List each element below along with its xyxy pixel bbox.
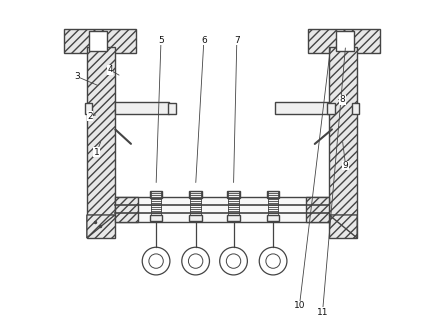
Bar bbox=[352, 103, 359, 114]
Text: 11: 11 bbox=[317, 308, 328, 317]
Bar bbox=[85, 103, 92, 114]
Text: 10: 10 bbox=[294, 301, 305, 310]
Bar bbox=[168, 103, 175, 114]
Bar bbox=[275, 102, 329, 115]
Bar bbox=[267, 191, 279, 198]
Bar bbox=[329, 47, 357, 238]
Text: 9: 9 bbox=[343, 161, 349, 170]
Polygon shape bbox=[87, 215, 115, 238]
Bar bbox=[150, 215, 163, 221]
Bar bbox=[190, 215, 202, 221]
Text: 6: 6 bbox=[201, 36, 207, 45]
Bar bbox=[115, 197, 329, 221]
Bar bbox=[150, 191, 163, 198]
Text: 5: 5 bbox=[158, 36, 164, 45]
Bar bbox=[88, 31, 107, 51]
Bar bbox=[328, 103, 335, 114]
Bar bbox=[87, 47, 115, 238]
Text: 2: 2 bbox=[87, 112, 93, 120]
Bar bbox=[190, 191, 202, 198]
Text: 1: 1 bbox=[94, 148, 99, 157]
Bar bbox=[336, 31, 354, 51]
Bar bbox=[306, 197, 329, 221]
Bar bbox=[308, 29, 380, 53]
Text: 3: 3 bbox=[74, 72, 80, 81]
Bar bbox=[267, 215, 279, 221]
Text: 7: 7 bbox=[234, 36, 240, 45]
Bar bbox=[64, 29, 136, 53]
Bar bbox=[227, 191, 240, 198]
Text: 8: 8 bbox=[339, 95, 345, 104]
Bar bbox=[115, 102, 169, 115]
Bar bbox=[227, 215, 240, 221]
Bar bbox=[115, 197, 138, 221]
Text: 4: 4 bbox=[107, 66, 113, 74]
Polygon shape bbox=[329, 215, 357, 238]
